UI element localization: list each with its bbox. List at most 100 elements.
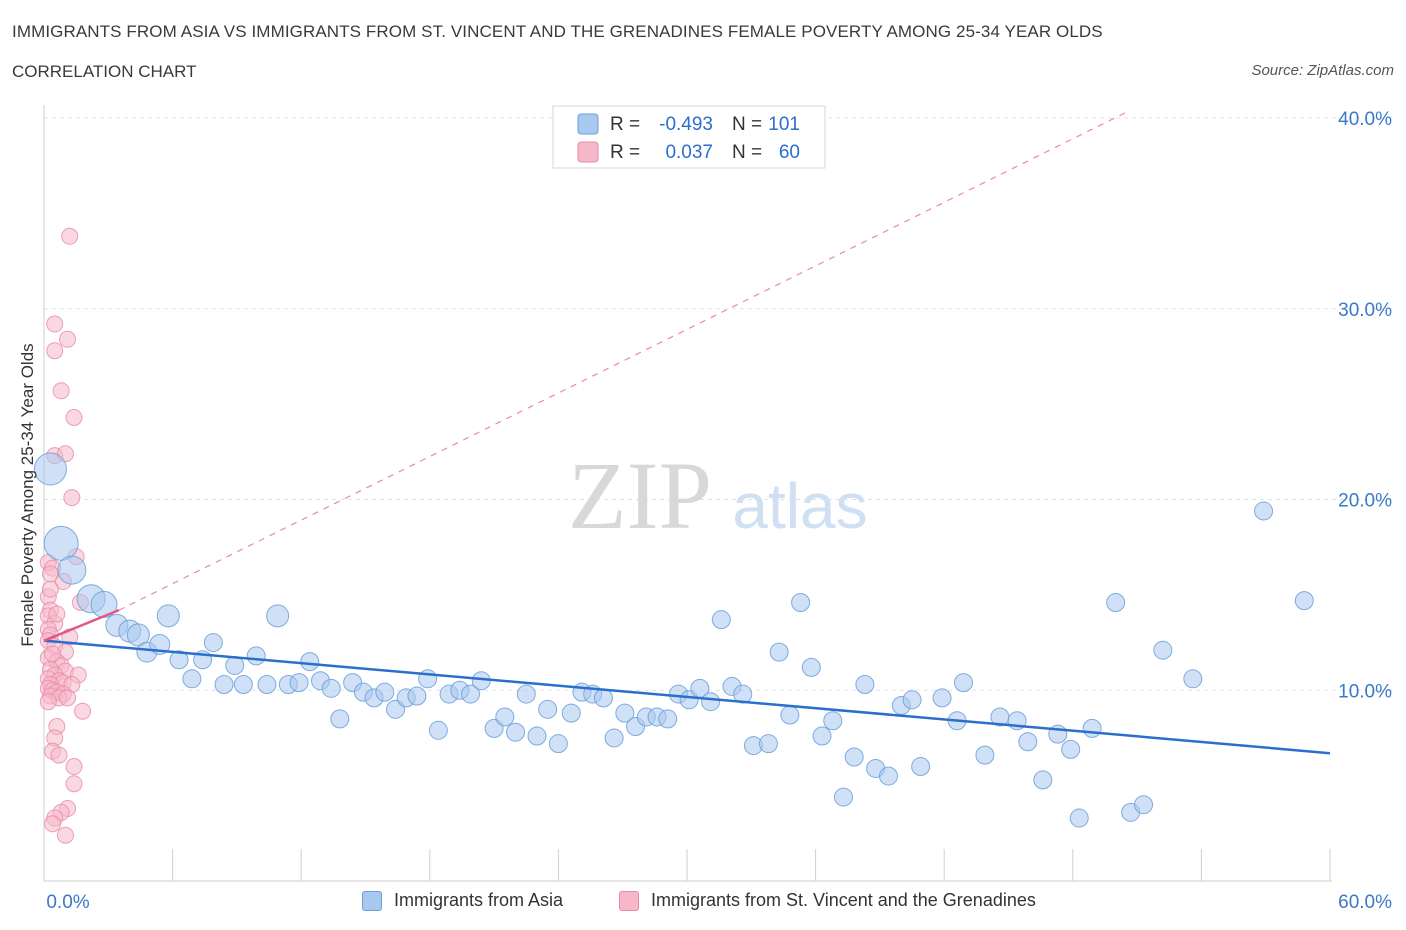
stats-swatch-asia (577, 113, 599, 135)
watermark-atlas: atlas (732, 470, 867, 542)
legend-label-asia: Immigrants from Asia (394, 890, 564, 910)
svg-point (46, 342, 64, 360)
asia-point (330, 709, 350, 729)
asia-point (300, 652, 320, 672)
asia-point (1254, 501, 1274, 521)
svg-point (48, 605, 66, 623)
asia-point (833, 787, 853, 807)
svg-point (63, 489, 81, 507)
stats-r-label-svg: R = (610, 142, 640, 163)
y-tick-label: 30.0% (1338, 300, 1392, 321)
svg-point (44, 815, 62, 833)
stats-n-label-svg: N = (732, 142, 762, 163)
asia-point (975, 745, 995, 765)
legend-swatch-svg (619, 890, 639, 911)
y-tick-label: 20.0% (1338, 491, 1392, 512)
asia-point (169, 650, 189, 670)
asia-point (428, 720, 448, 740)
y-tick-label: 10.0% (1338, 681, 1392, 702)
asia-point (461, 684, 481, 704)
asia-point (932, 688, 952, 708)
asia-point (57, 555, 87, 585)
asia-point (615, 703, 635, 723)
asia-point (257, 675, 277, 695)
x-tick-label-max: 60.0% (1338, 892, 1392, 913)
asia-point (733, 684, 753, 704)
y-tick-label: 40.0% (1338, 109, 1392, 130)
asia-point (1082, 718, 1102, 738)
asia-point (214, 675, 234, 695)
asia-point (855, 675, 875, 695)
trend-lines (43, 111, 1331, 755)
stats-legend: R = -0.493 N = 101 R = 0.037 N = 60 (552, 105, 826, 169)
asia-point (33, 452, 67, 486)
asia-point (878, 766, 898, 786)
watermark-zip: ZIP (568, 442, 712, 549)
asia-point (812, 726, 832, 746)
asia-point (1294, 591, 1314, 611)
asia-point (701, 692, 721, 712)
svg-point (56, 826, 74, 844)
svg-point (52, 382, 70, 400)
chart-subtitle: CORRELATION CHART (12, 62, 197, 81)
asia-point (156, 604, 180, 628)
tick-labels: 10.0% 20.0% 30.0% 40.0% 0.0% 60.0% (46, 109, 1392, 913)
asia-point (1134, 795, 1154, 815)
trendline-asia (43, 639, 1331, 755)
asia-point (911, 757, 931, 777)
stats-r-value-asia: -0.493 (659, 114, 713, 135)
asia-point (43, 525, 79, 561)
asia-point (758, 734, 778, 754)
asia-point (1018, 732, 1038, 752)
svg-point (39, 693, 57, 711)
legend-item-svg[interactable]: Immigrants from St. Vincent and the Gren… (619, 890, 1036, 911)
asia-point (233, 675, 253, 695)
asia-point (289, 673, 309, 693)
source-label: Source: ZipAtlas.com (1251, 62, 1394, 79)
legend-swatch-asia (362, 890, 382, 911)
stats-r-value-svg: 0.037 (665, 142, 713, 163)
trendline-svg (43, 608, 120, 642)
stats-r-label-asia: R = (610, 114, 640, 135)
asia-point (604, 728, 624, 748)
asia-point (1153, 640, 1173, 660)
asia-point (902, 690, 922, 710)
svg-point (65, 775, 83, 793)
chart-title: IMMIGRANTS FROM ASIA VS IMMIGRANTS FROM … (12, 22, 1103, 41)
svg-point (65, 408, 83, 426)
asia-point (1069, 808, 1089, 828)
asia-point (516, 684, 536, 704)
asia-point (1061, 739, 1081, 759)
svg-point (50, 746, 68, 764)
asia-point (246, 646, 266, 666)
axes (43, 105, 1332, 882)
asia-point (407, 686, 427, 706)
asia-point (769, 642, 789, 662)
asia-point (203, 633, 223, 653)
y-axis-label: Female Poverty Among 25-34 Year Olds (18, 343, 37, 646)
asia-point (527, 726, 547, 746)
asia-point (548, 734, 568, 754)
asia-point (321, 678, 341, 698)
svg-point (41, 580, 59, 598)
stats-swatch-svg (577, 141, 599, 163)
asia-point (1033, 770, 1053, 790)
legend-label-svg: Immigrants from St. Vincent and the Gren… (651, 890, 1036, 910)
stats-n-value-svg: 60 (779, 142, 800, 163)
asia-point (561, 703, 581, 723)
x-tick-label-min: 0.0% (46, 892, 89, 913)
asia-point (126, 623, 150, 647)
asia-point (538, 699, 558, 719)
asia-point (711, 610, 731, 630)
asia-point (953, 673, 973, 693)
asia-point (1106, 593, 1126, 613)
asia-point (506, 722, 526, 742)
asia-point (844, 747, 864, 767)
legend-item-asia[interactable]: Immigrants from Asia (362, 890, 563, 911)
asia-point (801, 657, 821, 677)
stats-n-label-asia: N = (732, 114, 762, 135)
svg-point (61, 227, 79, 245)
trendline-svg-extension (118, 111, 1127, 611)
grid-lines (44, 117, 1396, 691)
series-asia-points (33, 452, 1314, 828)
